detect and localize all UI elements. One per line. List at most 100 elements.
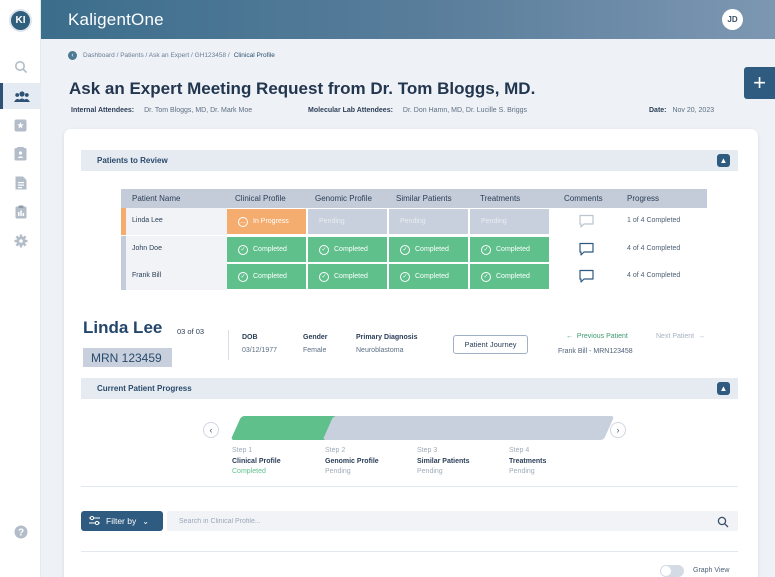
report-icon bbox=[15, 176, 27, 190]
nav-records[interactable] bbox=[0, 141, 41, 167]
patient-row-name[interactable]: John Doe bbox=[132, 245, 162, 252]
arrow-right-icon: → bbox=[698, 333, 706, 340]
status-label: Pending bbox=[400, 218, 426, 225]
gender-label: Gender bbox=[303, 334, 328, 341]
graph-view-label: Graph View bbox=[693, 567, 730, 574]
patient-journey-button[interactable]: Patient Journey bbox=[453, 335, 528, 354]
progress-step[interactable] bbox=[506, 416, 615, 440]
steps-prev-button[interactable]: ‹ bbox=[203, 422, 219, 438]
step-number: Step 4 bbox=[509, 447, 530, 454]
ellipsis-circle-icon: … bbox=[238, 216, 248, 227]
clinical-search-input[interactable] bbox=[179, 515, 679, 527]
nav-starred[interactable] bbox=[0, 112, 41, 138]
breadcrumb-path[interactable]: Dashboard / Patients / Ask an Expert / G… bbox=[83, 52, 230, 59]
progress-step-label: Step 2 Genomic Profile Pending bbox=[325, 446, 379, 478]
step-title: Clinical Profile bbox=[232, 457, 281, 465]
gender-value: Female bbox=[303, 347, 327, 354]
col-similar-patients: Similar Patients bbox=[396, 194, 452, 203]
status-cell[interactable]: … In Progress bbox=[227, 209, 306, 234]
search-icon[interactable] bbox=[717, 515, 729, 533]
collapse-patients-button[interactable]: ▲ bbox=[717, 154, 730, 167]
check-circle-icon: ✓ bbox=[481, 244, 491, 255]
graph-view-toggle[interactable] bbox=[660, 565, 684, 577]
step-title: Similar Patients bbox=[417, 457, 470, 465]
previous-patient-link[interactable]: ← Previous Patient bbox=[566, 333, 628, 340]
status-cell[interactable]: ✓ Completed bbox=[389, 264, 468, 289]
patient-dob: DOB 03/12/1977 bbox=[242, 334, 277, 354]
check-circle-icon: ✓ bbox=[319, 244, 329, 255]
nav-search[interactable] bbox=[0, 54, 41, 80]
nav-help[interactable]: ? bbox=[0, 519, 41, 545]
comment-icon[interactable] bbox=[579, 269, 594, 288]
chevron-left-icon: ‹ bbox=[209, 425, 213, 435]
svg-text:?: ? bbox=[17, 528, 23, 539]
steps-next-button[interactable]: › bbox=[610, 422, 626, 438]
lab-attendees-label: Molecular Lab Attendees: bbox=[308, 107, 393, 114]
table-header: Patient Name Clinical Profile Genomic Pr… bbox=[121, 189, 707, 208]
progress-step[interactable] bbox=[414, 416, 523, 440]
search-bar bbox=[167, 511, 738, 531]
user-avatar[interactable]: JD bbox=[722, 9, 743, 30]
dob-value: 03/12/1977 bbox=[242, 347, 278, 354]
status-cell[interactable]: Pending bbox=[470, 209, 549, 234]
patient-count: 03 of 03 bbox=[177, 327, 205, 336]
add-button[interactable]: + bbox=[744, 67, 775, 99]
status-cell[interactable]: ✓ Completed bbox=[227, 237, 306, 262]
status-cell[interactable]: Pending bbox=[389, 209, 468, 234]
next-patient-label: Next Patient bbox=[656, 333, 695, 340]
patient-name: Linda Lee bbox=[83, 318, 163, 337]
status-label: Completed bbox=[496, 246, 530, 253]
nav-reports[interactable] bbox=[0, 170, 41, 196]
diagnosis-value: Neuroblastoma bbox=[356, 347, 404, 354]
status-cell[interactable]: ✓ Completed bbox=[308, 237, 387, 262]
internal-attendees-value: Dr. Tom Bloggs, MD, Dr. Mark Moe bbox=[144, 107, 253, 114]
progress-step[interactable] bbox=[322, 416, 431, 440]
nav-tasks[interactable] bbox=[0, 199, 41, 225]
step-status: Pending bbox=[509, 468, 535, 475]
app-logo[interactable]: KI bbox=[9, 9, 32, 32]
nav-patients[interactable] bbox=[0, 83, 41, 109]
status-cell[interactable]: ✓ Completed bbox=[470, 264, 549, 289]
table-row[interactable]: John Doe ✓ Completed ✓ Completed ✓ Completed ✓ C… bbox=[121, 236, 707, 263]
filter-by-button[interactable]: Filter by ⌄ bbox=[81, 511, 163, 531]
star-doc-icon bbox=[14, 119, 27, 132]
status-label: Completed bbox=[334, 246, 368, 253]
nav-settings[interactable] bbox=[0, 228, 41, 254]
divider bbox=[228, 330, 229, 360]
step-title: Genomic Profile bbox=[325, 457, 379, 465]
divider bbox=[81, 486, 738, 487]
row-indicator bbox=[121, 236, 126, 263]
status-label: Completed bbox=[415, 273, 449, 280]
step-number: Step 3 bbox=[417, 447, 438, 454]
table-row[interactable]: Frank Bill ✓ Completed ✓ Completed ✓ Completed… bbox=[121, 263, 707, 290]
back-arrow-icon[interactable]: ‹ bbox=[68, 51, 77, 60]
left-nav-rail: KI ? bbox=[0, 0, 41, 577]
progress-section-title: Current Patient Progress bbox=[97, 384, 192, 393]
patient-row-name[interactable]: Frank Bill bbox=[132, 272, 162, 279]
status-cell[interactable]: ✓ Completed bbox=[470, 237, 549, 262]
status-cell[interactable]: ✓ Completed bbox=[389, 237, 468, 262]
collapse-progress-button[interactable]: ▲ bbox=[717, 382, 730, 395]
progress-step-label: Step 3 Similar Patients Pending bbox=[417, 446, 470, 478]
id-card-icon bbox=[14, 147, 27, 161]
comment-icon[interactable] bbox=[579, 214, 594, 233]
status-cell[interactable]: Pending bbox=[308, 209, 387, 234]
lab-attendees: Molecular Lab Attendees: Dr. Don Hamn, M… bbox=[308, 107, 527, 114]
chevron-right-icon: › bbox=[616, 425, 620, 435]
progress-step[interactable] bbox=[230, 416, 339, 440]
previous-patient-sub: Frank Bill - MRN123458 bbox=[558, 348, 633, 355]
check-circle-icon: ✓ bbox=[400, 271, 410, 282]
table-row[interactable]: Linda Lee … In Progress Pending Pending Pendi… bbox=[121, 208, 707, 235]
arrow-left-icon: ← bbox=[566, 333, 573, 340]
breadcrumb: ‹ Dashboard / Patients / Ask an Expert /… bbox=[68, 51, 275, 60]
next-patient-link[interactable]: Next Patient → bbox=[656, 333, 705, 340]
patient-row-name[interactable]: Linda Lee bbox=[132, 217, 163, 224]
date-label: Date: bbox=[649, 107, 667, 114]
status-cell[interactable]: ✓ Completed bbox=[308, 264, 387, 289]
status-label: Pending bbox=[319, 218, 345, 225]
check-circle-icon: ✓ bbox=[238, 244, 248, 255]
comment-icon[interactable] bbox=[579, 242, 594, 261]
help-icon: ? bbox=[14, 525, 28, 539]
status-cell[interactable]: ✓ Completed bbox=[227, 264, 306, 289]
dob-label: DOB bbox=[242, 334, 258, 341]
